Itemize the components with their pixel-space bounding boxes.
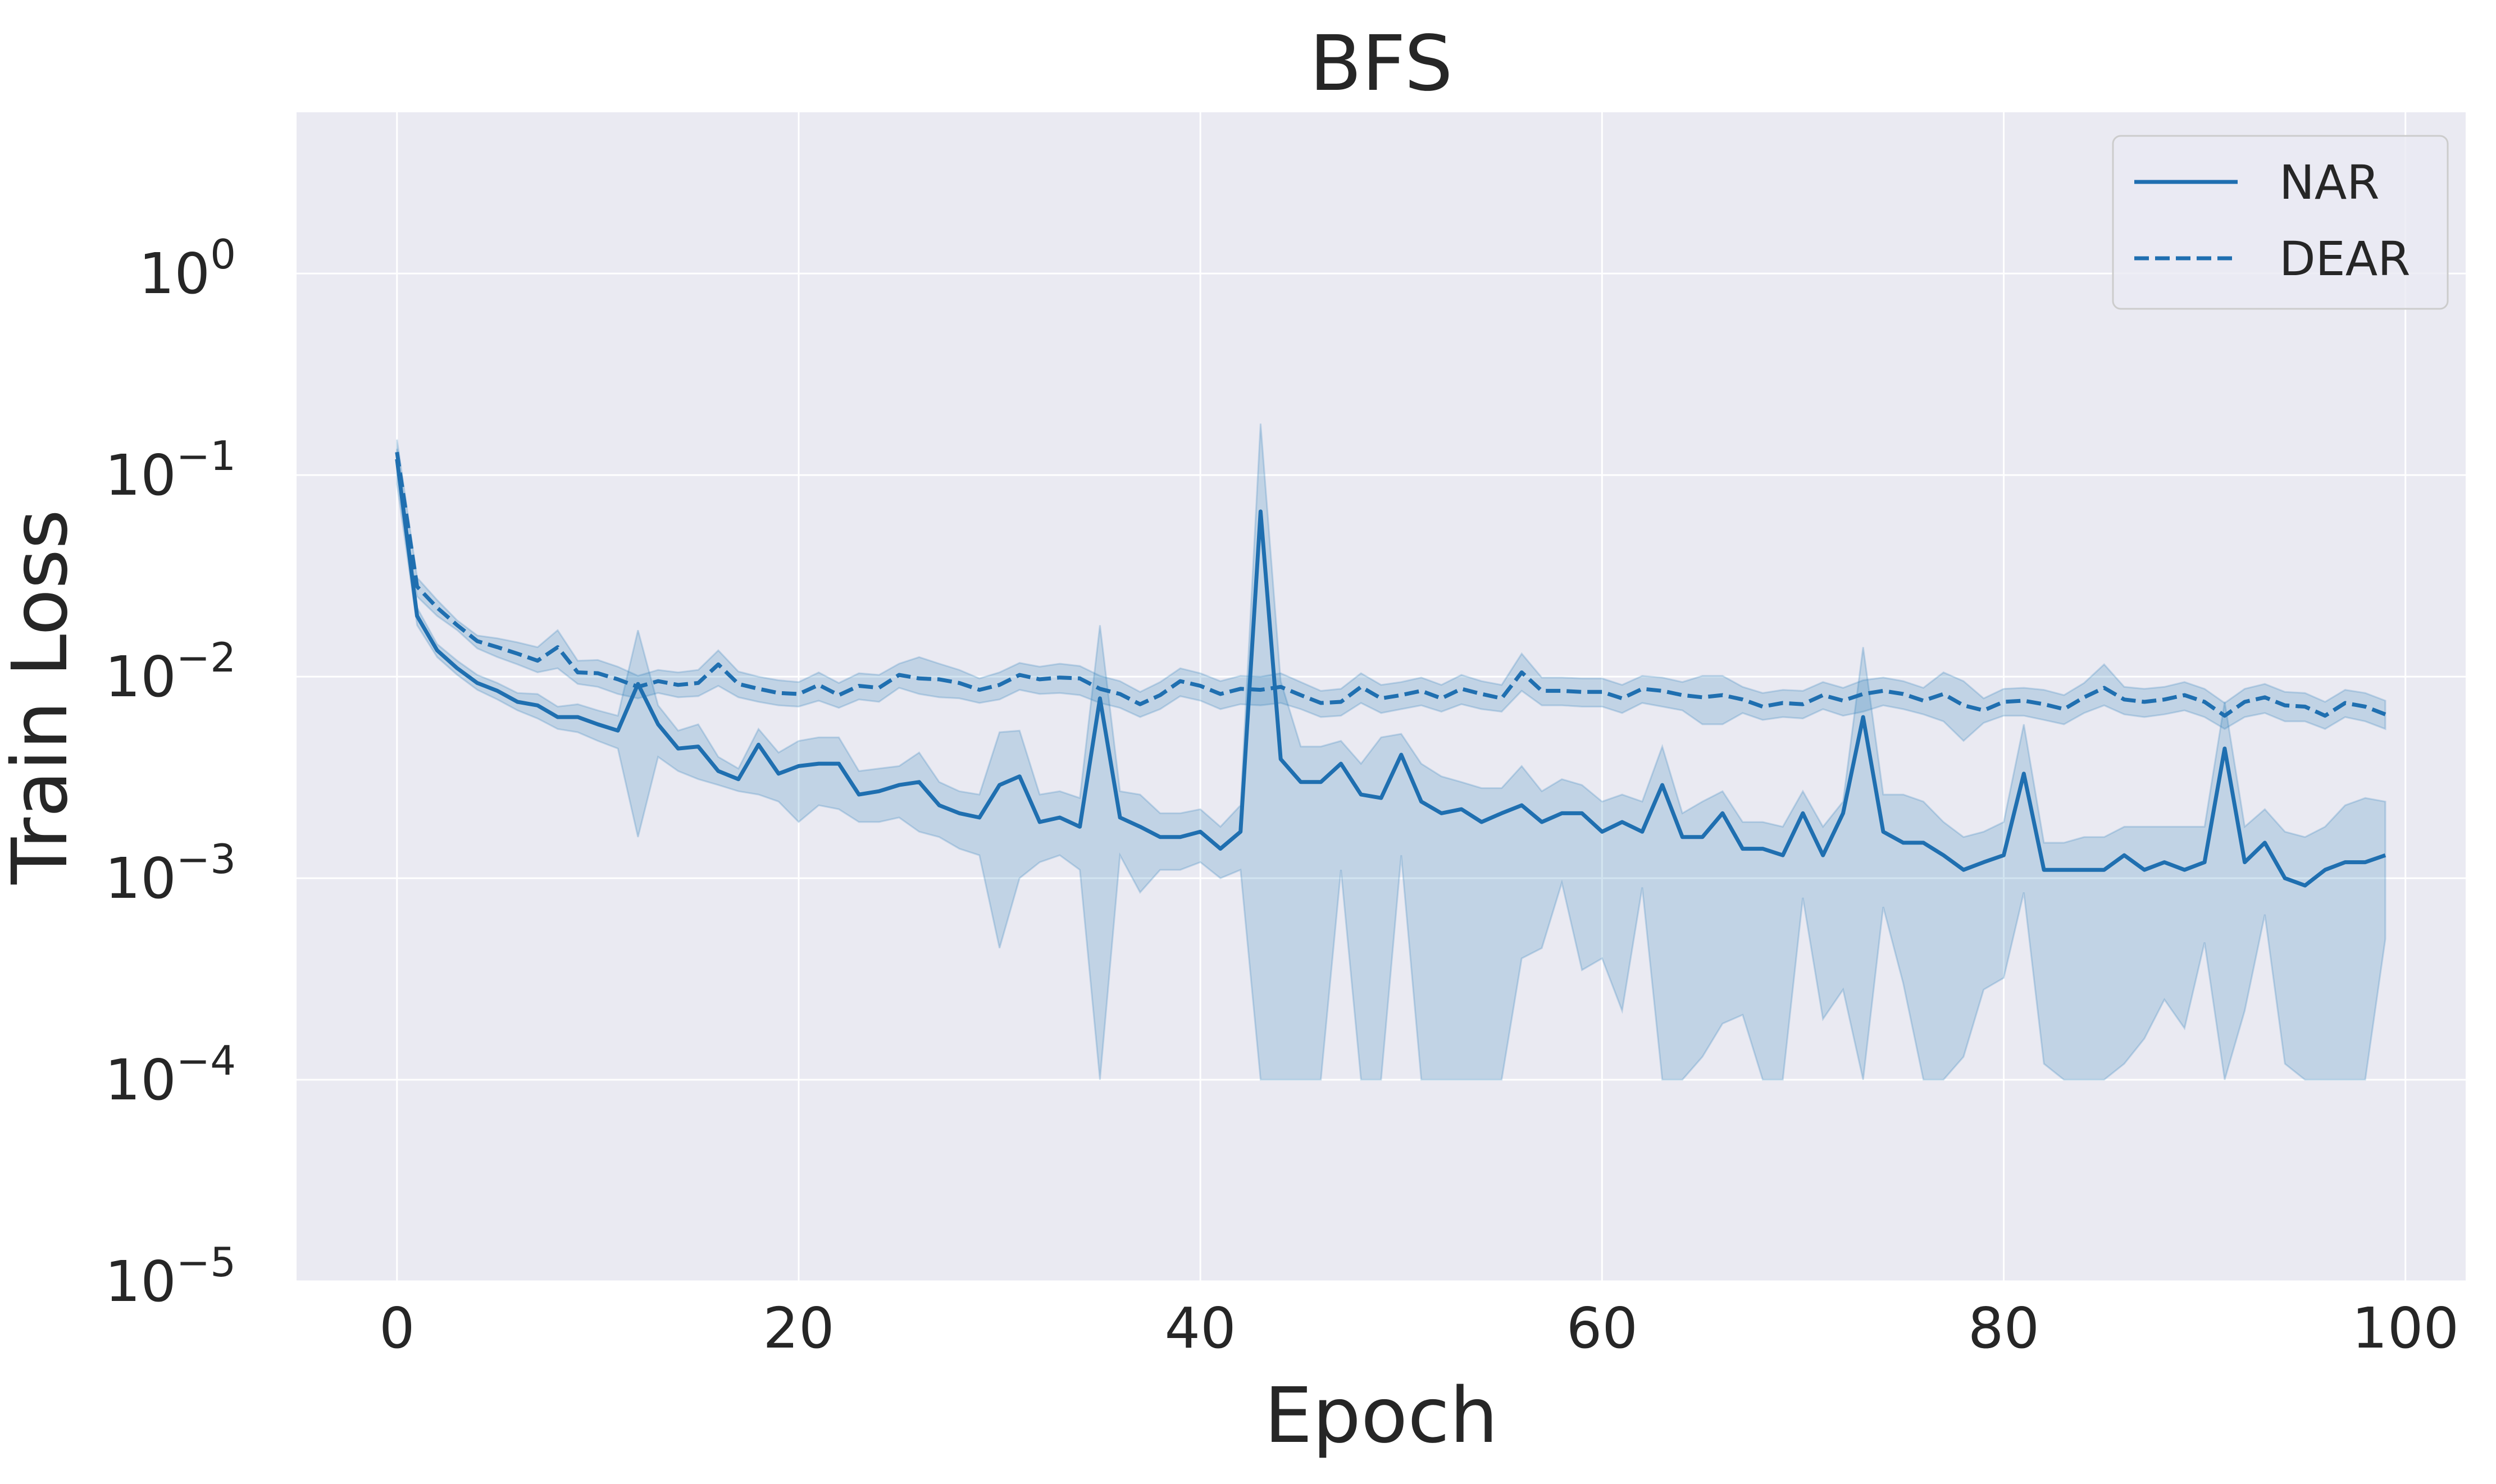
x-tick-labels: 0 20 40 60 80 100 bbox=[379, 1295, 2459, 1361]
x-tick-label: 100 bbox=[2352, 1295, 2459, 1361]
grid-layer bbox=[297, 112, 2466, 1282]
x-tick-label: 80 bbox=[1968, 1295, 2039, 1361]
x-tick-label: 20 bbox=[763, 1295, 834, 1361]
y-tick-label: 100 bbox=[139, 231, 236, 307]
series-line-dear bbox=[395, 451, 2386, 718]
legend-box bbox=[2112, 135, 2449, 310]
y-tick-labels: 100 10−1 10−2 10−3 10−4 10−5 bbox=[105, 231, 236, 1314]
x-tick-label: 0 bbox=[379, 1295, 415, 1361]
y-tick-label: 10−4 bbox=[105, 1037, 236, 1113]
y-tick-label: 10−2 bbox=[105, 634, 236, 710]
series-line-nar bbox=[395, 459, 2386, 888]
y-tick-label: 10−1 bbox=[105, 432, 236, 508]
plot-background bbox=[297, 112, 2466, 1281]
legend: NAR DEAR bbox=[2112, 135, 2449, 310]
y-axis-label: Train Loss bbox=[0, 509, 85, 885]
band-layer bbox=[396, 423, 2386, 1081]
x-tick-label: 60 bbox=[1566, 1295, 1638, 1361]
line-layer bbox=[395, 451, 2386, 888]
legend-label-nar: NAR bbox=[2279, 155, 2380, 210]
x-tick-label: 40 bbox=[1165, 1295, 1236, 1361]
x-axis-label: Epoch bbox=[1264, 1372, 1498, 1460]
y-tick-label: 10−3 bbox=[105, 835, 236, 911]
y-tick-label: 10−5 bbox=[105, 1239, 236, 1314]
confidence-band-dear bbox=[396, 439, 2386, 742]
chart-title: BFS bbox=[1309, 20, 1452, 108]
confidence-band-nar bbox=[396, 423, 2386, 1081]
legend-label-dear: DEAR bbox=[2279, 231, 2411, 286]
